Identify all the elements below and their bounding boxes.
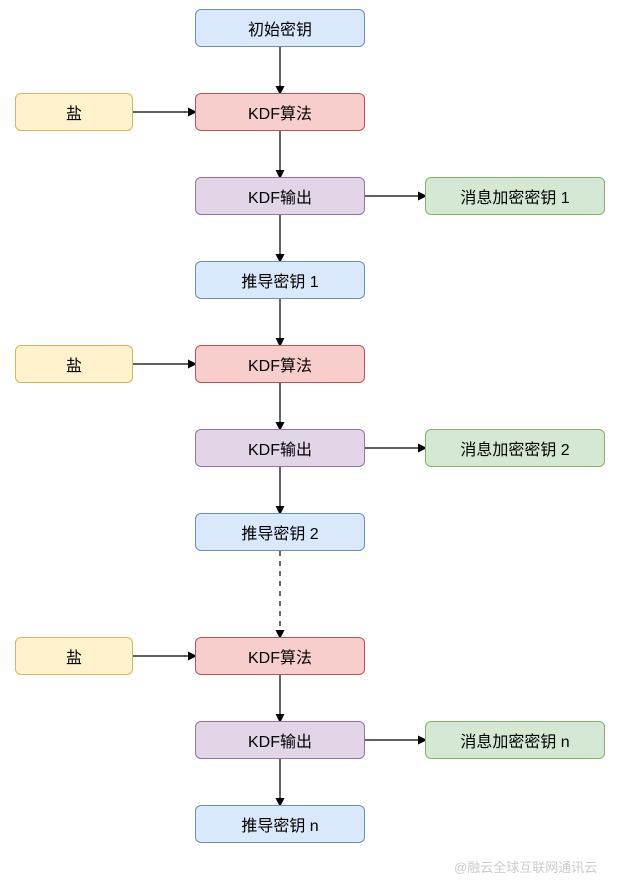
node-out3: KDF输出 <box>195 721 365 759</box>
node-kdf1: KDF算法 <box>195 93 365 131</box>
node-kdf3: KDF算法 <box>195 637 365 675</box>
node-msgkey2: 消息加密密钥 2 <box>425 429 605 467</box>
node-derive2: 推导密钥 2 <box>195 513 365 551</box>
node-derive1: 推导密钥 1 <box>195 261 365 299</box>
node-msgkey3: 消息加密密钥 n <box>425 721 605 759</box>
node-kdf2: KDF算法 <box>195 345 365 383</box>
node-salt1: 盐 <box>15 93 133 131</box>
node-derive3: 推导密钥 n <box>195 805 365 843</box>
node-init_key: 初始密钥 <box>195 9 365 47</box>
watermark-text: @融云全球互联网通讯云 <box>454 857 597 876</box>
node-msgkey1: 消息加密密钥 1 <box>425 177 605 215</box>
node-salt2: 盐 <box>15 345 133 383</box>
node-out1: KDF输出 <box>195 177 365 215</box>
node-out2: KDF输出 <box>195 429 365 467</box>
node-salt3: 盐 <box>15 637 133 675</box>
